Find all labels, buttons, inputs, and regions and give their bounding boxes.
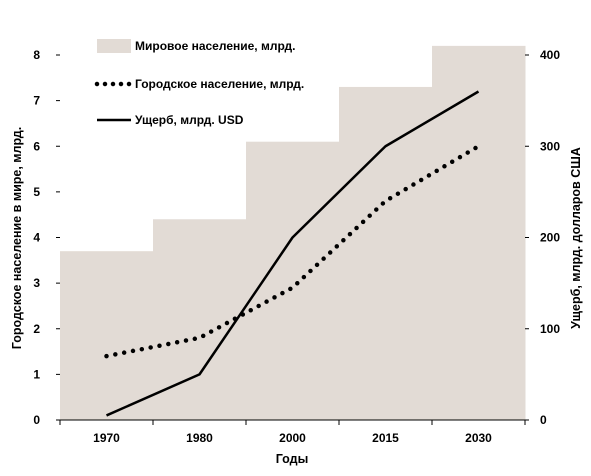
world-population-step-1980 xyxy=(153,219,247,420)
area-layer xyxy=(60,45,526,420)
y-left-tick-label-0: 0 xyxy=(33,413,40,427)
urban-population-line xyxy=(104,144,481,359)
lines-layer xyxy=(104,90,481,417)
x-tick-label-2015: 2015 xyxy=(372,431,399,445)
world-population-step-1970 xyxy=(60,251,154,420)
world-population-step-2000 xyxy=(246,141,340,420)
y-left-tick-label-1: 1 xyxy=(33,367,40,381)
y-left-tick-label-5: 5 xyxy=(33,185,40,199)
y-left-tick-label-4: 4 xyxy=(33,231,40,245)
world-population-step-2015 xyxy=(339,86,433,420)
world-population-step-2030 xyxy=(432,45,526,420)
y-right-axis-title: Ущерб, млрд. долларов США xyxy=(569,147,583,329)
y-left-tick-label-3: 3 xyxy=(33,276,40,290)
x-tick-label-1970: 1970 xyxy=(93,431,120,445)
legend-label-damage: Ущерб, млрд. USD xyxy=(135,113,244,127)
legend-label-urban-population: Городское население, млрд. xyxy=(135,77,304,91)
legend-label-world-population: Мировое население, млрд. xyxy=(135,39,295,53)
y-left-tick-label-8: 8 xyxy=(33,48,40,62)
y-right-tick-label-400: 400 xyxy=(540,48,560,62)
x-axis-title: Годы xyxy=(276,452,309,466)
legend-layer: Мировое население, млрд. Городское населе… xyxy=(94,39,304,127)
y-left-axis-title: Городское население в мире, млрд. xyxy=(10,127,24,349)
y-right-tick-label-100: 100 xyxy=(540,322,560,336)
x-tick-label-1980: 1980 xyxy=(186,431,213,445)
axes-layer xyxy=(56,54,529,425)
x-tick-label-2000: 2000 xyxy=(279,431,306,445)
y-right-tick-label-200: 200 xyxy=(540,231,560,245)
x-tick-label-2030: 2030 xyxy=(465,431,492,445)
y-left-tick-label-7: 7 xyxy=(33,94,40,108)
y-right-tick-label-300: 300 xyxy=(540,139,560,153)
labels-layer: 0 1 2 3 4 5 6 7 8 0 100 200 300 400 1970 1980 2000 2015 20… xyxy=(10,48,583,466)
legend-swatch-world-population xyxy=(97,39,131,53)
y-right-tick-label-0: 0 xyxy=(540,413,547,427)
damage-line xyxy=(105,90,480,417)
y-left-tick-label-2: 2 xyxy=(33,322,40,336)
y-left-tick-label-6: 6 xyxy=(33,139,40,153)
